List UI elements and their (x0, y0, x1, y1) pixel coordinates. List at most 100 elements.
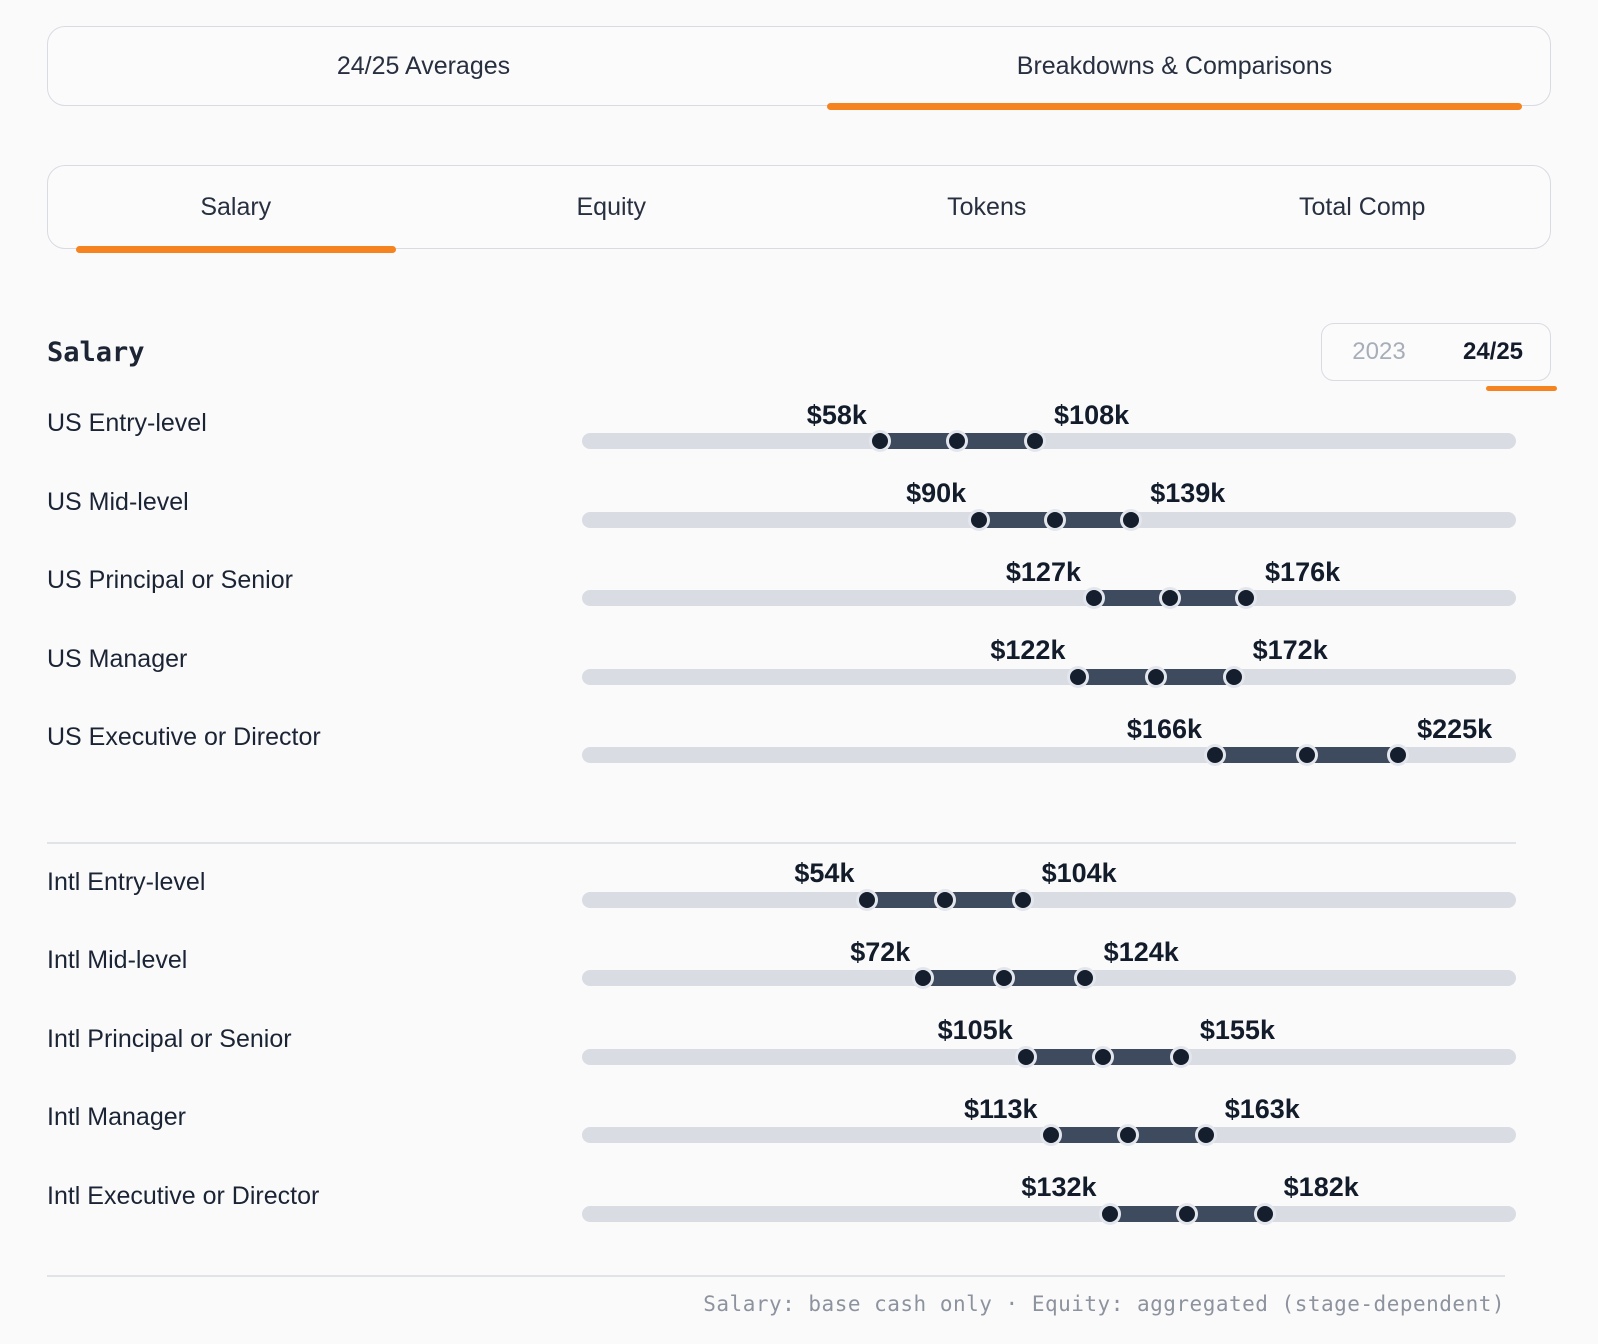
max-dot (1194, 1124, 1217, 1146)
min-dot (912, 967, 935, 989)
max-value-label: $155k (1199, 1015, 1275, 1045)
row-label: US Entry-level (47, 409, 207, 437)
mid-dot (1044, 508, 1067, 531)
min-dot (1067, 665, 1090, 688)
range-slider: $54k $104k (582, 858, 1516, 939)
group-divider (47, 841, 1516, 844)
range-slider: $113k $163k (582, 1093, 1516, 1174)
year-option-2023[interactable]: 2023 (1352, 338, 1406, 365)
salary-row: Intl Entry-level $54k $104k (47, 858, 1551, 939)
max-dot (1120, 508, 1143, 531)
row-label: US Manager (47, 644, 188, 673)
min-value-label: $90k (906, 478, 967, 508)
secondary-tab-bar: Salary Equity Tokens Total Comp (47, 165, 1551, 253)
slider-track (582, 668, 1516, 685)
min-value-label: $105k (937, 1015, 1013, 1045)
max-dot (1024, 430, 1047, 452)
max-dot (1253, 1202, 1276, 1225)
mid-dot (1295, 744, 1318, 766)
tab-2425-averages[interactable]: 24/25 Averages (336, 51, 511, 80)
range-slider: $58k $108k (582, 399, 1516, 480)
footer-note: Salary: base cash only · Equity: aggrega… (703, 1292, 1505, 1316)
min-dot (1039, 1124, 1062, 1146)
mid-dot (1145, 665, 1168, 688)
section-title: Salary (47, 336, 145, 368)
min-value-label: $72k (850, 936, 911, 967)
row-label: Intl Mid-level (47, 946, 188, 974)
min-value-label: $132k (1021, 1172, 1097, 1202)
max-value-label: $225k (1417, 713, 1493, 744)
min-value-label: $122k (990, 635, 1066, 665)
range-slider: $72k $124k (582, 936, 1516, 1017)
max-dot (1169, 1045, 1192, 1068)
year-option-2425[interactable]: 24/25 (1436, 324, 1557, 391)
slider-track (582, 891, 1516, 908)
max-value-label: $176k (1265, 556, 1341, 587)
mid-dot (1159, 587, 1182, 609)
min-value-label: $127k (1005, 556, 1081, 587)
salary-row: US Manager $122k $172k (47, 635, 1551, 716)
slider-track (582, 1205, 1516, 1222)
row-label: Intl Principal or Senior (47, 1024, 292, 1053)
footer-divider (47, 1275, 1505, 1277)
us-group: US Entry-level $58k $108k US Mid-level $… (47, 399, 1551, 794)
min-dot (968, 508, 991, 531)
mid-dot (934, 888, 957, 911)
min-value-label: $113k (963, 1093, 1038, 1124)
intl-group: Intl Entry-level $54k $104k Intl Mid-lev… (47, 858, 1551, 1253)
tab-total-comp[interactable]: Total Comp (1299, 192, 1426, 221)
year-toggle: 2023 24/25 (1321, 323, 1557, 391)
range-slider: $105k $155k (582, 1015, 1516, 1096)
max-dot (1011, 888, 1034, 911)
salary-chart: US Entry-level $58k $108k US Mid-level $… (47, 399, 1551, 1253)
tab-equity[interactable]: Equity (576, 192, 646, 221)
max-dot (1235, 587, 1258, 609)
row-label: Intl Entry-level (47, 867, 206, 896)
row-label: US Principal or Senior (47, 566, 293, 594)
range-slider: $132k $182k (582, 1172, 1516, 1253)
min-dot (1014, 1045, 1037, 1068)
page: 24/25 Averages Breakdowns & Comparisons … (47, 26, 1557, 1316)
mid-dot (1176, 1202, 1199, 1225)
row-label: US Mid-level (47, 487, 189, 516)
row-label: Intl Executive or Director (47, 1181, 320, 1210)
slider-track (582, 590, 1516, 606)
mid-dot (1092, 1045, 1115, 1068)
range-slider: $127k $176k (582, 556, 1516, 637)
row-label: US Executive or Director (47, 723, 321, 751)
min-dot (1082, 587, 1105, 609)
min-value-label: $166k (1126, 713, 1202, 744)
tab-breakdowns-comparisons[interactable]: Breakdowns & Comparisons (799, 27, 1550, 110)
range-slider: $90k $139k (582, 478, 1516, 559)
min-dot (868, 430, 891, 452)
max-value-label: $108k (1054, 399, 1130, 430)
max-dot (1222, 665, 1245, 688)
salary-row: US Entry-level $58k $108k (47, 399, 1551, 480)
min-dot (1204, 744, 1226, 766)
salary-row: US Executive or Director $166k $225k (47, 713, 1551, 794)
max-value-label: $139k (1150, 478, 1226, 508)
salary-row: Intl Executive or Director $132k $182k (47, 1172, 1551, 1253)
min-dot (856, 888, 879, 911)
min-value-label: $58k (806, 399, 867, 430)
max-value-label: $182k (1283, 1172, 1359, 1202)
max-value-label: $172k (1252, 635, 1328, 665)
tab-salary[interactable]: Salary (48, 166, 424, 253)
max-dot (1387, 744, 1410, 766)
mid-dot (993, 967, 1015, 989)
max-value-label: $104k (1041, 858, 1117, 888)
tab-tokens[interactable]: Tokens (947, 192, 1027, 221)
salary-row: Intl Principal or Senior $105k $155k (47, 1015, 1551, 1096)
max-dot (1073, 967, 1096, 989)
max-value-label: $163k (1224, 1093, 1300, 1124)
slider-track (582, 433, 1516, 449)
salary-row: US Principal or Senior $127k $176k (47, 556, 1551, 637)
mid-dot (1117, 1124, 1140, 1146)
range-slider: $122k $172k (582, 635, 1516, 716)
max-value-label: $124k (1103, 936, 1179, 967)
range-slider: $166k $225k (582, 713, 1516, 794)
section-header: Salary 2023 24/25 (47, 323, 1557, 391)
salary-row: US Mid-level $90k $139k (47, 478, 1551, 559)
salary-row: Intl Mid-level $72k $124k (47, 936, 1551, 1017)
primary-tab-bar: 24/25 Averages Breakdowns & Comparisons (47, 26, 1551, 110)
